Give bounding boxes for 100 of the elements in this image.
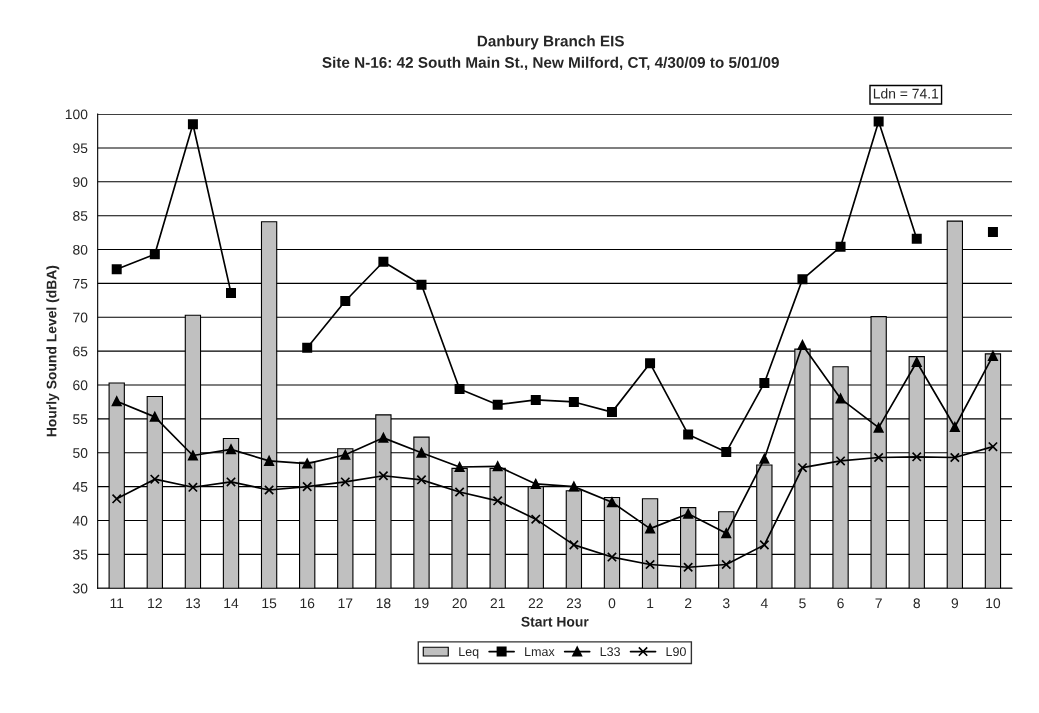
- x-tick-label: 8: [913, 598, 920, 609]
- x-tick-label: 21: [490, 598, 505, 609]
- point: [873, 116, 884, 127]
- point: [683, 508, 694, 519]
- y-tick-label: 85: [73, 211, 88, 221]
- point: [530, 478, 541, 489]
- y-tick-label: 70: [73, 312, 88, 323]
- x-tick-label: 1: [647, 598, 654, 609]
- point: [492, 399, 503, 410]
- point: [759, 453, 770, 464]
- y-axis-title: Hourly Sound Level (dBA): [46, 265, 60, 437]
- point: [187, 119, 198, 130]
- point: [302, 481, 313, 492]
- x-tick-label: 11: [110, 598, 124, 609]
- x-tick-label: 16: [300, 598, 315, 609]
- legend-label: L90: [666, 647, 686, 657]
- y-tick-label: 65: [73, 346, 88, 357]
- y-tick-label: 95: [73, 143, 88, 154]
- point: [568, 481, 579, 492]
- point: [911, 233, 922, 244]
- point: [111, 396, 122, 407]
- point: [797, 340, 808, 351]
- legend-label: L33: [600, 647, 620, 657]
- point: [149, 411, 160, 422]
- point: [835, 393, 846, 404]
- y-tick-label: 40: [72, 515, 88, 526]
- point: [645, 559, 656, 570]
- point: [492, 461, 503, 472]
- point: [530, 514, 541, 525]
- point: [416, 279, 427, 290]
- point: [149, 249, 160, 260]
- x-tick-label: 6: [837, 598, 844, 609]
- point: [454, 384, 465, 395]
- point: [683, 429, 694, 440]
- point: [568, 539, 579, 550]
- point: [797, 274, 808, 285]
- point: [987, 350, 998, 361]
- point: [721, 528, 732, 539]
- point: [949, 422, 960, 433]
- point: [416, 474, 427, 485]
- point: [226, 444, 237, 455]
- point: [645, 523, 656, 534]
- point: [187, 482, 198, 493]
- point: [264, 455, 275, 466]
- y-tick-label: 55: [73, 414, 88, 425]
- point: [149, 474, 160, 485]
- point: [111, 493, 122, 504]
- x-tick-label: 3: [722, 598, 730, 609]
- point: [454, 487, 465, 498]
- point: [302, 342, 313, 353]
- y-tick-label: 50: [73, 448, 88, 458]
- point: [759, 377, 770, 388]
- point: [187, 450, 198, 461]
- x-tick-label: 4: [760, 598, 768, 609]
- point: [606, 497, 617, 508]
- x-tick-label: 7: [875, 598, 882, 609]
- point: [111, 264, 122, 275]
- point: [835, 455, 846, 466]
- point: [226, 287, 237, 298]
- chart-subtitle: Site N-16: 42 South Main St., New Milford, CT, 4/30/09 to 5/01/09: [322, 56, 779, 71]
- x-tick-label: 9: [951, 598, 959, 609]
- x-tick-label: 17: [338, 598, 353, 609]
- point: [911, 451, 922, 462]
- point: [606, 407, 617, 418]
- point: [226, 476, 237, 487]
- x-tick-label: 14: [224, 598, 239, 609]
- x-tick-label: 18: [376, 598, 391, 609]
- point: [340, 476, 351, 487]
- x-tick-label: 19: [414, 598, 429, 609]
- point: [492, 495, 503, 506]
- x-tick-label: 2: [685, 598, 692, 609]
- point: [873, 452, 884, 463]
- point: [911, 356, 922, 367]
- x-tick-label: 10: [986, 598, 1001, 609]
- y-tick-label: 35: [73, 549, 88, 560]
- point: [454, 461, 465, 472]
- point: [987, 441, 998, 452]
- point: [264, 485, 275, 496]
- y-tick-label: 90: [73, 177, 88, 187]
- x-axis-title: Start Hour: [521, 616, 589, 627]
- y-tick-label: 60: [73, 380, 88, 391]
- point: [378, 432, 389, 443]
- point: [340, 449, 351, 460]
- y-tick-label: 75: [73, 278, 88, 289]
- point: [873, 422, 884, 433]
- legend-label: Lmax: [525, 647, 555, 657]
- y-tick-label: 100: [65, 109, 88, 120]
- point: [378, 470, 389, 481]
- y-tick-label: 30: [73, 583, 88, 594]
- x-tick-label: 12: [148, 598, 162, 609]
- point: [302, 458, 313, 469]
- point: [949, 452, 960, 463]
- x-tick-label: 23: [566, 598, 581, 609]
- x-tick-label: 22: [528, 598, 543, 609]
- point: [721, 559, 732, 570]
- chart-title: Danbury Branch EIS: [477, 35, 624, 50]
- point: [835, 241, 846, 252]
- point: [416, 447, 427, 458]
- x-tick-label: 15: [262, 598, 277, 609]
- x-tick-label: 0: [608, 598, 616, 609]
